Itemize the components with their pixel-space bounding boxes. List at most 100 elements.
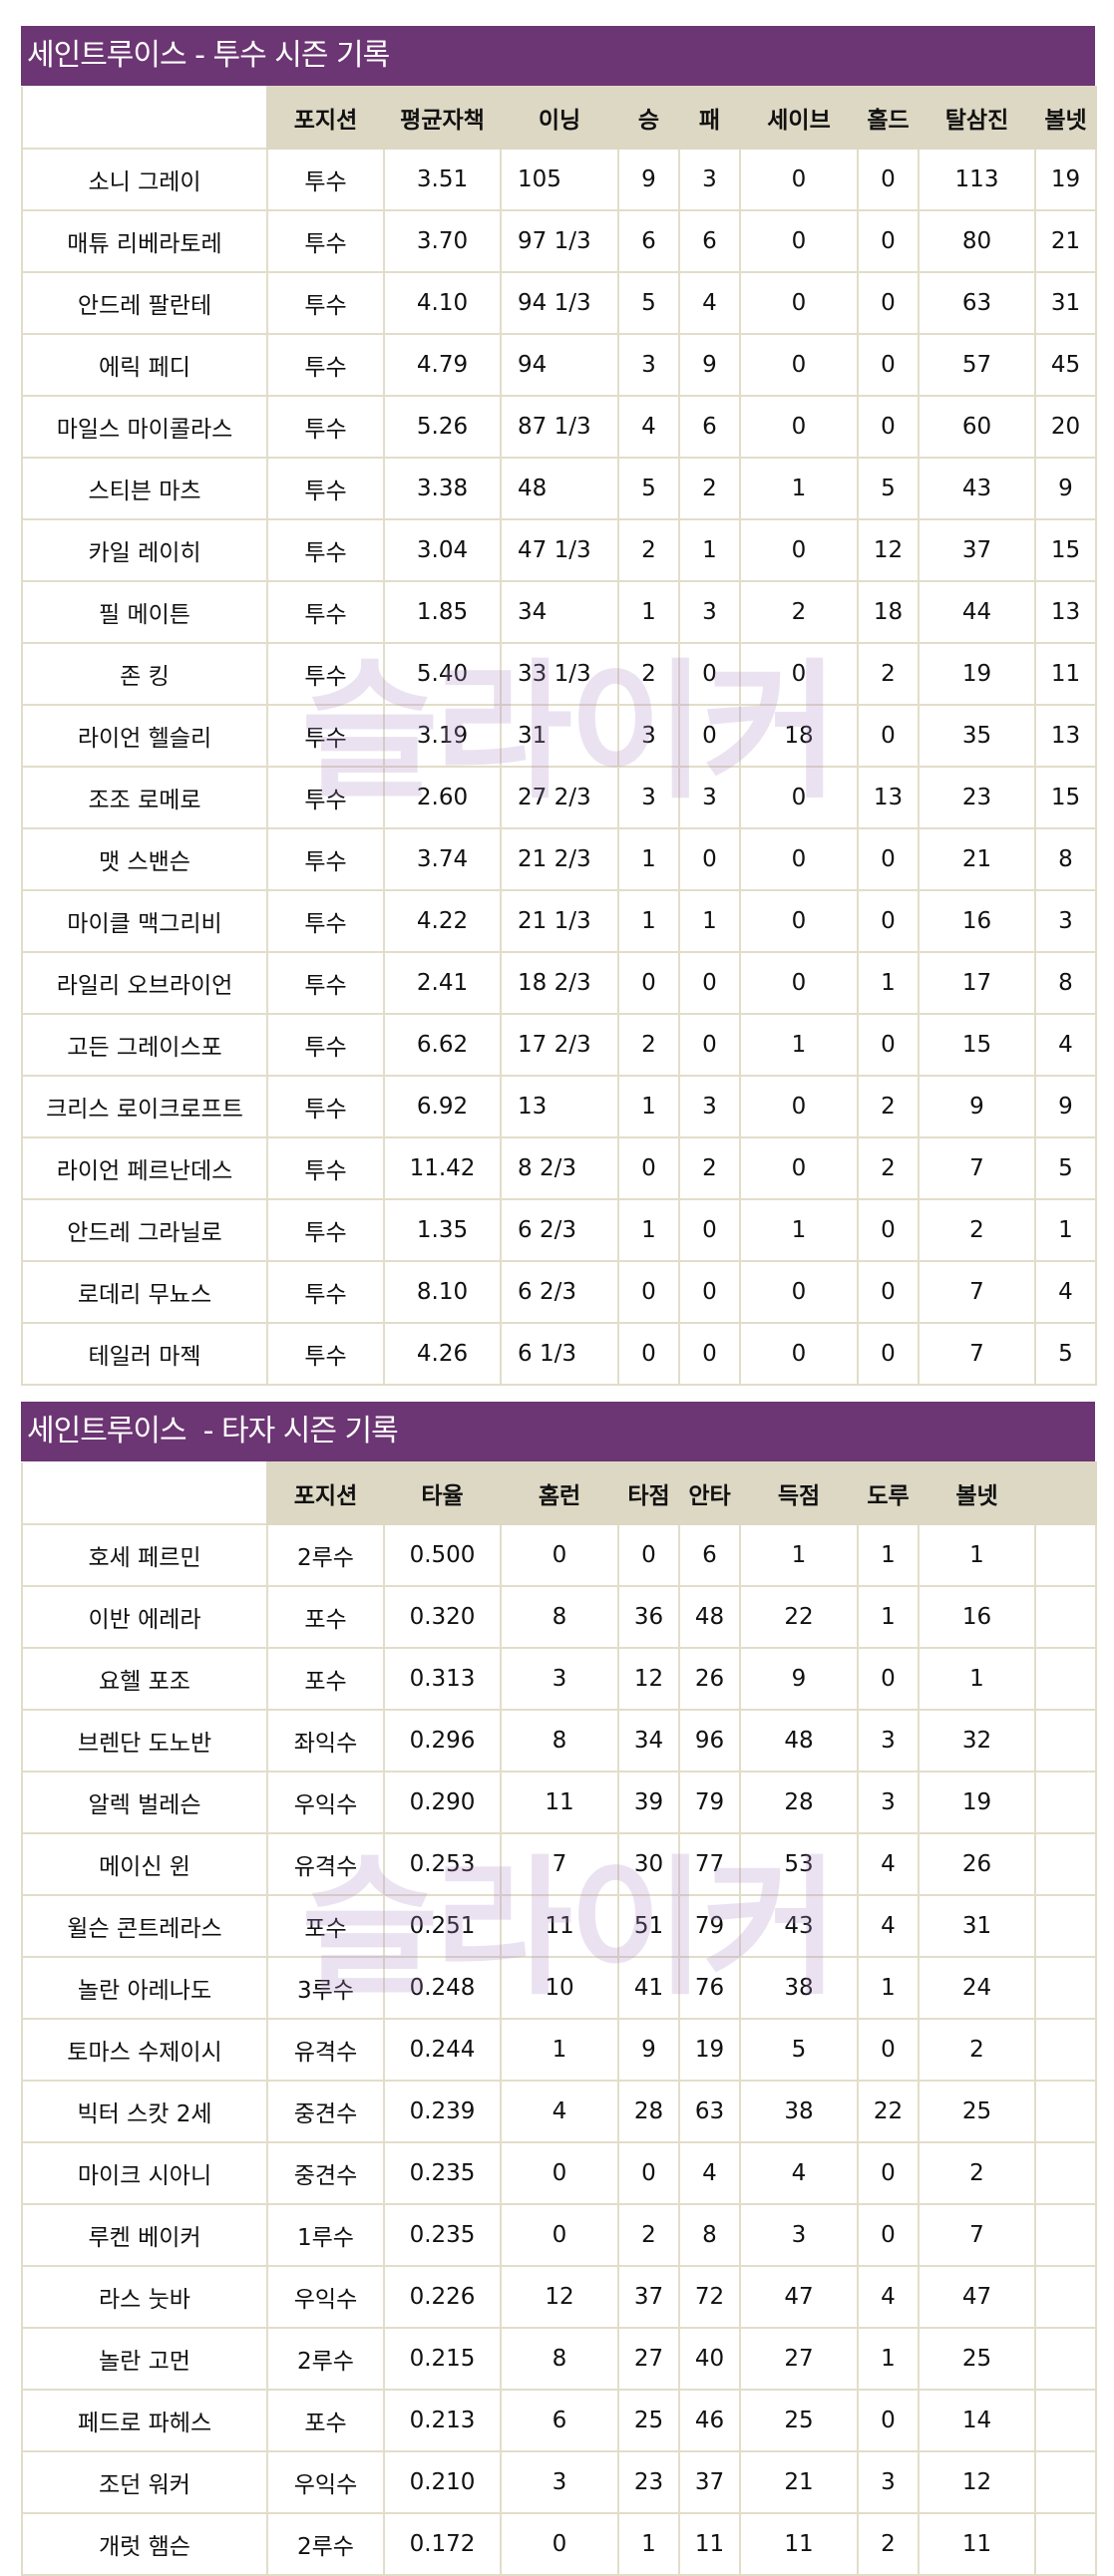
stat-cell: 0 bbox=[739, 518, 859, 582]
stat-cell bbox=[1034, 2327, 1097, 2391]
stat-cell: 투수 bbox=[266, 395, 385, 459]
table-row: 매튜 리베라토레 투수 3.70 97 1/3 6 6 0 0 80 21 bbox=[21, 209, 1097, 273]
stat-cell: 24 bbox=[918, 1956, 1036, 2020]
player-name-cell: 맷 스밴슨 bbox=[21, 827, 268, 891]
column-header: 안타 bbox=[678, 1461, 741, 1525]
stat-cell: 0 bbox=[857, 395, 920, 459]
stat-cell: 1 bbox=[617, 580, 680, 644]
stat-cell: 2 bbox=[857, 1136, 920, 1200]
table-row: 로데리 무뇨스 투수 8.10 6 2/3 0 0 0 0 7 4 bbox=[21, 1260, 1097, 1324]
stat-cell: 21 bbox=[918, 827, 1036, 891]
stat-cell: 47 bbox=[918, 2265, 1036, 2329]
stat-cell: 3 bbox=[857, 1709, 920, 1772]
stat-cell: 43 bbox=[918, 457, 1036, 520]
stat-cell: 투수 bbox=[266, 333, 385, 397]
table-row: 마일스 마이콜라스 투수 5.26 87 1/3 4 6 0 0 60 20 bbox=[21, 395, 1097, 459]
stat-cell: 1 bbox=[739, 1523, 859, 1587]
column-header: 탈삼진 bbox=[918, 86, 1036, 150]
stat-cell: 중견수 bbox=[266, 2080, 385, 2143]
column-header: 홀드 bbox=[857, 86, 920, 150]
stat-cell: 6 1/3 bbox=[500, 1322, 619, 1386]
stat-cell: 투수 bbox=[266, 148, 385, 211]
player-name-cell: 라이언 헬슬리 bbox=[21, 704, 268, 768]
stat-cell: 21 bbox=[1034, 209, 1097, 273]
stat-cell: 14 bbox=[918, 2389, 1036, 2452]
stat-cell: 19 bbox=[918, 642, 1036, 706]
stat-cell: 5 bbox=[739, 2018, 859, 2082]
stat-cell: 47 1/3 bbox=[500, 518, 619, 582]
column-header: 포지션 bbox=[266, 86, 385, 150]
stat-cell: 4 bbox=[857, 1832, 920, 1896]
stat-cell: 11 bbox=[500, 1894, 619, 1958]
stat-cell: 0 bbox=[857, 333, 920, 397]
stat-cell: 19 bbox=[1034, 148, 1097, 211]
stat-cell: 9 bbox=[617, 2018, 680, 2082]
stat-cell: 0.210 bbox=[383, 2450, 502, 2514]
table-row: 카일 레이히 투수 3.04 47 1/3 2 1 0 12 37 15 bbox=[21, 518, 1097, 582]
stat-cell: 4 bbox=[857, 1894, 920, 1958]
stat-cell: 투수 bbox=[266, 704, 385, 768]
stat-cell: 18 bbox=[857, 580, 920, 644]
stat-cell: 57 bbox=[918, 333, 1036, 397]
player-name-cell: 이반 에레라 bbox=[21, 1585, 268, 1649]
stat-cell: 27 bbox=[617, 2327, 680, 2391]
stat-cell: 8 bbox=[678, 2203, 741, 2267]
stat-cell: 53 bbox=[739, 1832, 859, 1896]
stat-cell: 0.313 bbox=[383, 1647, 502, 1711]
stat-cell bbox=[1034, 1771, 1097, 1834]
stat-cell bbox=[1034, 2141, 1097, 2205]
stat-cell: 48 bbox=[739, 1709, 859, 1772]
player-name-cell: 스티븐 마츠 bbox=[21, 457, 268, 520]
stat-cell: 18 2/3 bbox=[500, 951, 619, 1015]
stat-cell: 31 bbox=[918, 1894, 1036, 1958]
stat-cell: 32 bbox=[918, 1709, 1036, 1772]
stat-cell: 투수 bbox=[266, 271, 385, 335]
pitcher-table-title: 세인트루이스 - 투수 시즌 기록 bbox=[21, 26, 1095, 86]
stat-cell: 13 bbox=[857, 766, 920, 829]
stat-cell: 투수 bbox=[266, 518, 385, 582]
column-header: 도루 bbox=[857, 1461, 920, 1525]
column-header bbox=[21, 87, 267, 149]
stat-cell: 0.235 bbox=[383, 2203, 502, 2267]
stat-cell: 8 bbox=[500, 2327, 619, 2391]
player-name-cell: 마이크 시아니 bbox=[21, 2141, 268, 2205]
stat-cell: 0 bbox=[678, 1198, 741, 1262]
stat-cell: 4 bbox=[500, 2080, 619, 2143]
stat-cell: 포수 bbox=[266, 1647, 385, 1711]
stat-cell: 3 bbox=[678, 148, 741, 211]
player-name-cell: 페드로 파헤스 bbox=[21, 2389, 268, 2452]
batter-table-title: 세인트루이스 - 타자 시즌 기록 bbox=[21, 1402, 1095, 1461]
stat-cell: 투수 bbox=[266, 1136, 385, 1200]
stat-cell: 2 bbox=[678, 457, 741, 520]
stat-cell: 37 bbox=[678, 2450, 741, 2514]
stat-cell: 94 bbox=[500, 333, 619, 397]
stat-cell: 4 bbox=[678, 271, 741, 335]
stat-cell: 0 bbox=[678, 704, 741, 768]
batter-stats-section: 세인트루이스 - 타자 시즌 기록 포지션 타율 홈런 타점 안타 득점 도루 볼넷 호세 페… bbox=[21, 1402, 1097, 2576]
stat-cell: 63 bbox=[678, 2080, 741, 2143]
player-name-cell: 라일리 오브라이언 bbox=[21, 951, 268, 1015]
stat-cell: 투수 bbox=[266, 580, 385, 644]
stat-cell: 0 bbox=[739, 271, 859, 335]
stat-cell: 0 bbox=[678, 1260, 741, 1324]
stat-cell: 0.235 bbox=[383, 2141, 502, 2205]
stat-cell: 1 bbox=[857, 2327, 920, 2391]
stat-cell: 7 bbox=[918, 1322, 1036, 1386]
stat-cell: 우익수 bbox=[266, 2265, 385, 2329]
stat-cell: 0.244 bbox=[383, 2018, 502, 2082]
table-row: 페드로 파헤스 포수 0.213 6 25 46 25 0 14 bbox=[21, 2389, 1097, 2452]
stat-cell: 0 bbox=[678, 951, 741, 1015]
stat-cell: 우익수 bbox=[266, 2450, 385, 2514]
stat-cell: 0.296 bbox=[383, 1709, 502, 1772]
stat-cell: 33 1/3 bbox=[500, 642, 619, 706]
stat-cell: 0 bbox=[500, 2512, 619, 2576]
player-name-cell: 빅터 스캇 2세 bbox=[21, 2080, 268, 2143]
player-name-cell: 마이클 맥그리비 bbox=[21, 889, 268, 953]
stat-cell: 7 bbox=[918, 1136, 1036, 1200]
stat-cell: 8.10 bbox=[383, 1260, 502, 1324]
stat-cell: 113 bbox=[918, 148, 1036, 211]
stat-cell: 중견수 bbox=[266, 2141, 385, 2205]
stat-cell: 0 bbox=[857, 1322, 920, 1386]
player-name-cell: 소니 그레이 bbox=[21, 148, 268, 211]
table-header-row: 포지션 타율 홈런 타점 안타 득점 도루 볼넷 bbox=[21, 1461, 1097, 1525]
